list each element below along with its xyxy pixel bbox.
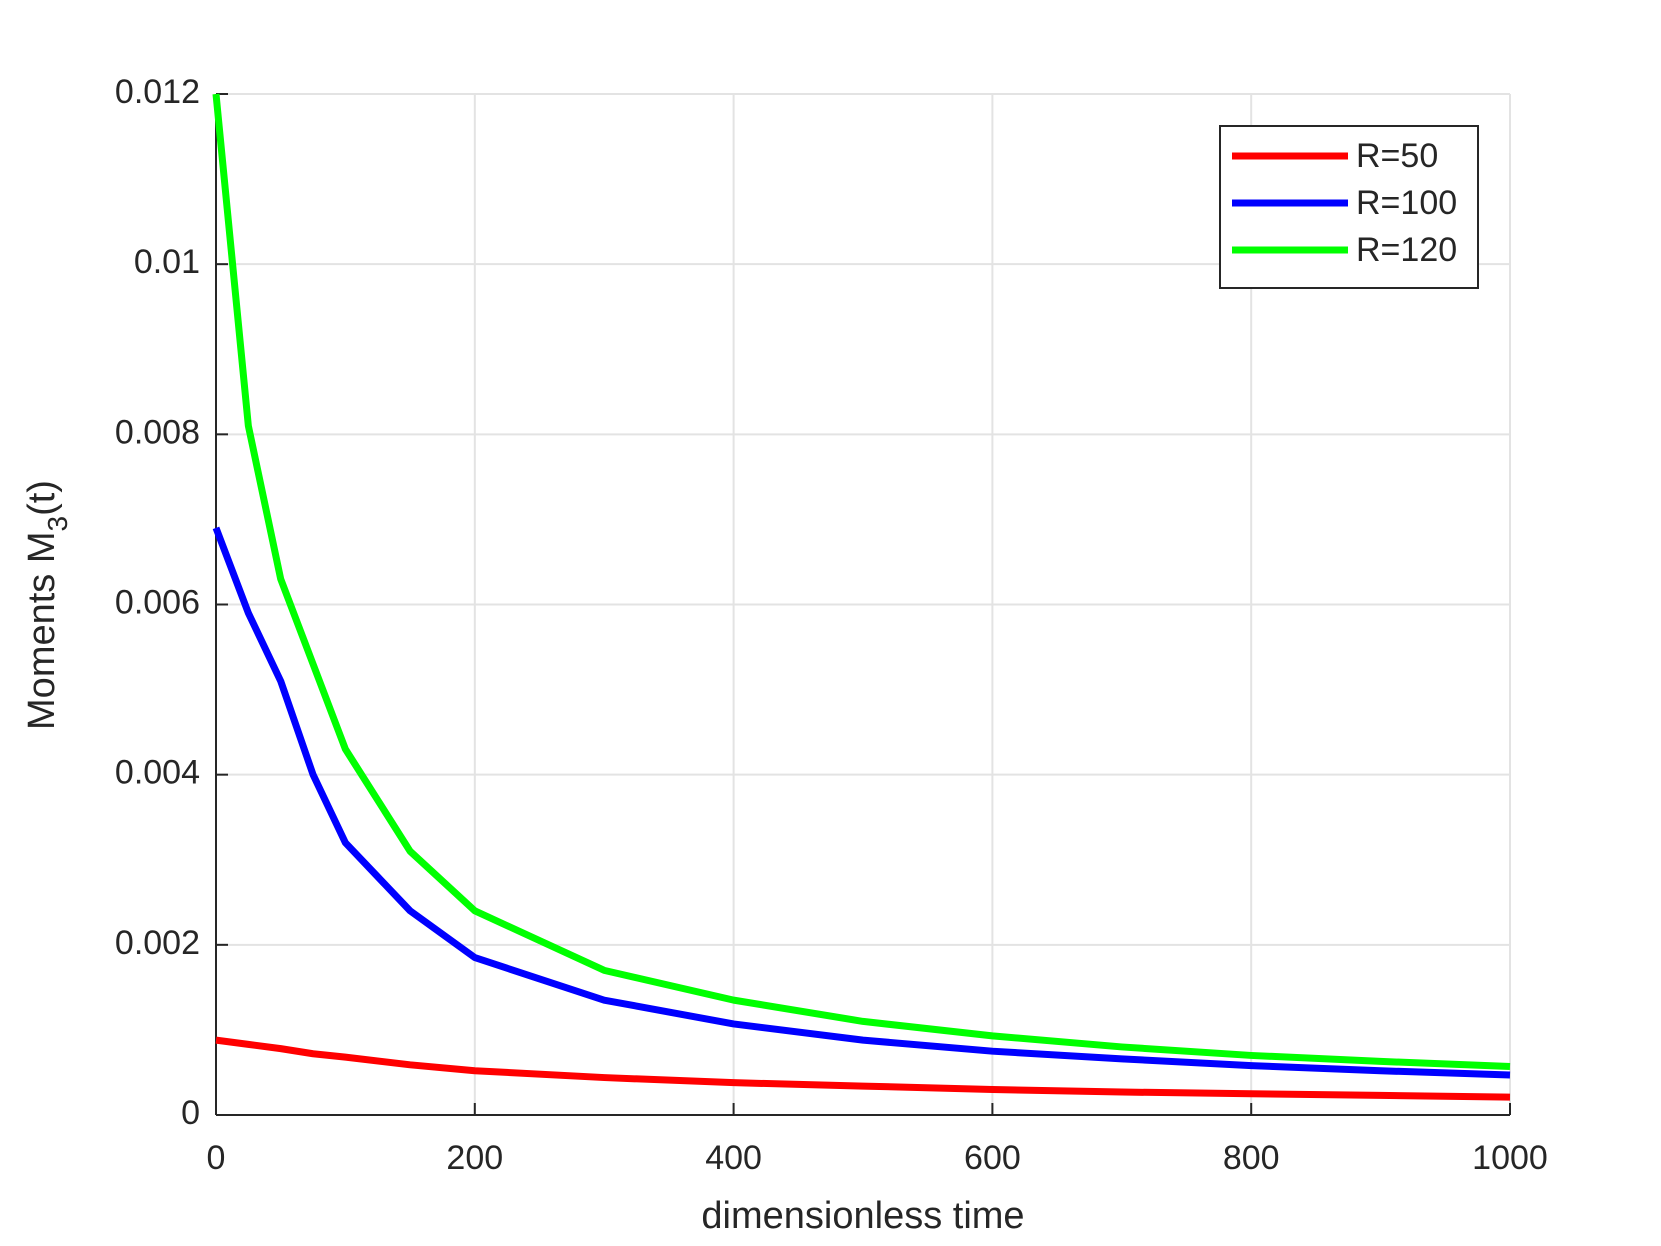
x-tick-label: 1000 [1472, 1139, 1548, 1177]
y-axis-label-suffix: (t) [21, 480, 63, 516]
x-tick-label: 600 [964, 1139, 1021, 1177]
x-axis-label: dimensionless time [701, 1195, 1024, 1237]
y-axis-label-text: Moments M [21, 531, 63, 729]
y-tick-label: 0.004 [115, 754, 200, 792]
x-tick-label: 0 [207, 1139, 226, 1177]
y-tick-label: 0.008 [115, 413, 200, 451]
line [215, 1036, 1511, 1101]
y-tick-label: 0.006 [115, 583, 200, 621]
y-tick-label: 0 [181, 1094, 200, 1132]
y-axis-label: Moments M3(t) [21, 480, 73, 730]
legend-label: R=100 [1356, 184, 1457, 222]
x-tick-label: 400 [705, 1139, 762, 1177]
y-tick-label: 0.002 [115, 924, 200, 962]
y-tick-label: 0.01 [134, 243, 200, 281]
y-tick-label: 0.012 [115, 73, 200, 111]
line [212, 526, 1511, 1079]
line [212, 93, 1511, 1070]
legend-label: R=50 [1356, 137, 1438, 175]
x-tick-label: 800 [1223, 1139, 1280, 1177]
y-axis-label-subscript: 3 [42, 516, 73, 532]
legend-label: R=120 [1356, 231, 1457, 269]
x-tick-label: 200 [446, 1139, 503, 1177]
